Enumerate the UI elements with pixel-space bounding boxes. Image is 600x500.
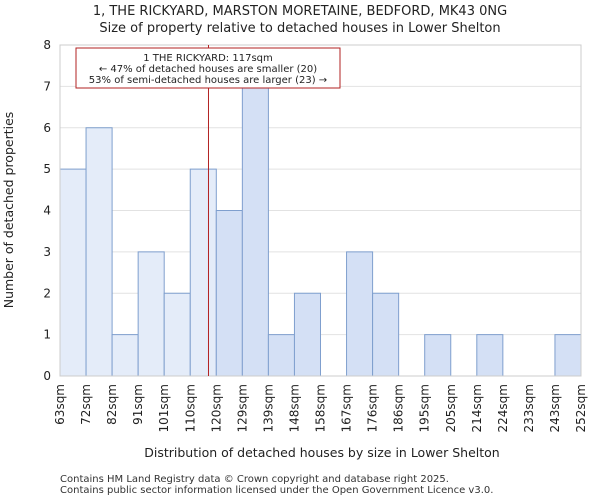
y-tick-label: 6 bbox=[43, 121, 51, 135]
bar-110sqm bbox=[189, 168, 217, 377]
x-tick-labels: 63sqm 72sqm 82sqm 91sqm 101sqm 110sqm 120sqm 12… bbox=[53, 384, 588, 432]
x-tick-label: 252sqm bbox=[574, 384, 588, 432]
bar-176sqm bbox=[372, 292, 400, 377]
x-axis-label: Distribution of detached houses by size … bbox=[144, 445, 499, 460]
bar-101sqm bbox=[163, 292, 191, 377]
x-tick-label: 195sqm bbox=[418, 384, 432, 432]
bar-82sqm bbox=[111, 334, 139, 377]
x-tick-label: 72sqm bbox=[79, 384, 93, 425]
x-tick-label: 82sqm bbox=[105, 384, 119, 425]
bar-167sqm bbox=[346, 251, 374, 377]
footer-credit-2: Contains public sector information licen… bbox=[60, 485, 494, 496]
bar-91sqm bbox=[137, 251, 165, 377]
property-marker: 1 THE RICKYARD: 117sqm ← 47% of detached… bbox=[75, 45, 341, 376]
annotation-line-3: 53% of semi-detached houses are larger (… bbox=[89, 75, 327, 86]
x-tick-label: 148sqm bbox=[287, 384, 301, 432]
x-tick-label: 233sqm bbox=[522, 384, 536, 432]
x-tick-label: 205sqm bbox=[444, 384, 458, 432]
bars bbox=[59, 85, 582, 377]
bar-148sqm bbox=[293, 292, 322, 377]
footer-credit-1: Contains HM Land Registry data © Crown c… bbox=[60, 474, 449, 485]
x-tick-label: 91sqm bbox=[131, 384, 145, 425]
y-tick-label: 8 bbox=[43, 38, 51, 52]
bar-63sqm bbox=[59, 168, 87, 377]
x-tick-label: 243sqm bbox=[548, 384, 562, 432]
y-tick-label: 5 bbox=[43, 162, 51, 176]
x-tick-label: 120sqm bbox=[209, 384, 223, 432]
bar-72sqm bbox=[85, 127, 113, 377]
x-tick-label: 139sqm bbox=[261, 384, 275, 432]
x-tick-label: 167sqm bbox=[340, 384, 354, 432]
y-tick-labels: 0 1 2 3 4 5 6 7 8 bbox=[43, 38, 51, 383]
x-tick-label: 214sqm bbox=[470, 384, 484, 432]
bar-243sqm bbox=[554, 334, 582, 377]
x-tick-label: 176sqm bbox=[366, 384, 380, 432]
chart-subtitle: Size of property relative to detached ho… bbox=[99, 21, 500, 36]
bar-139sqm bbox=[267, 334, 295, 377]
x-tick-label: 186sqm bbox=[392, 384, 406, 432]
x-tick-label: 63sqm bbox=[53, 384, 67, 425]
x-tick-label: 129sqm bbox=[235, 384, 249, 432]
bar-195sqm bbox=[424, 334, 452, 377]
y-tick-label: 4 bbox=[43, 204, 51, 218]
x-tick-label: 224sqm bbox=[496, 384, 510, 432]
y-tick-label: 0 bbox=[43, 369, 51, 383]
x-tick-label: 110sqm bbox=[183, 384, 197, 432]
plot-frame bbox=[59, 44, 582, 377]
annotation-line-1: 1 THE RICKYARD: 117sqm bbox=[143, 53, 273, 64]
bar-129sqm bbox=[241, 85, 269, 377]
annotation-line-2: ← 47% of detached houses are smaller (20… bbox=[99, 64, 317, 75]
x-tick-label: 101sqm bbox=[157, 384, 171, 432]
y-tick-label: 3 bbox=[43, 245, 51, 259]
chart-title: 1, THE RICKYARD, MARSTON MORETAINE, BEDF… bbox=[93, 4, 507, 19]
bar-120sqm bbox=[215, 210, 243, 377]
x-tick-label: 158sqm bbox=[314, 384, 328, 432]
bar-214sqm bbox=[476, 334, 504, 377]
annotation-box bbox=[75, 47, 341, 89]
y-tick-label: 1 bbox=[43, 328, 51, 342]
y-axis-label: Number of detached properties bbox=[1, 112, 16, 309]
y-tick-label: 7 bbox=[43, 79, 51, 93]
y-tick-label: 2 bbox=[43, 286, 51, 300]
axes bbox=[59, 44, 582, 377]
